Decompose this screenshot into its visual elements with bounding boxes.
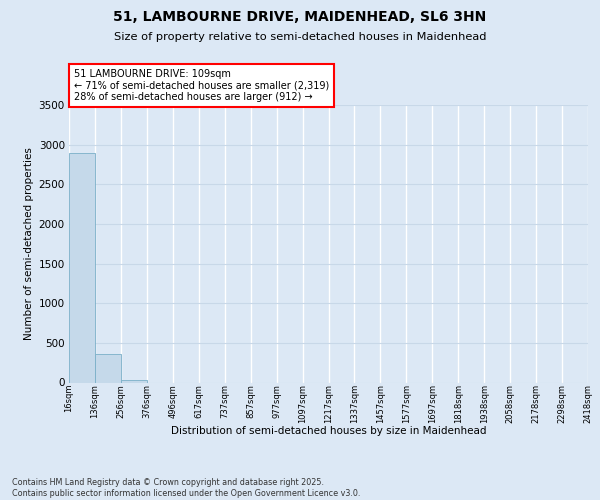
Bar: [95, 354, 121, 382]
Text: 51 LAMBOURNE DRIVE: 109sqm
← 71% of semi-detached houses are smaller (2,319)
28%: 51 LAMBOURNE DRIVE: 109sqm ← 71% of semi…: [74, 69, 329, 102]
Bar: [69, 152, 95, 382]
Text: 51, LAMBOURNE DRIVE, MAIDENHEAD, SL6 3HN: 51, LAMBOURNE DRIVE, MAIDENHEAD, SL6 3HN: [113, 10, 487, 24]
X-axis label: Distribution of semi-detached houses by size in Maidenhead: Distribution of semi-detached houses by …: [171, 426, 486, 436]
Text: Contains HM Land Registry data © Crown copyright and database right 2025.
Contai: Contains HM Land Registry data © Crown c…: [12, 478, 361, 498]
Y-axis label: Number of semi-detached properties: Number of semi-detached properties: [25, 148, 34, 340]
Bar: [121, 380, 147, 382]
Text: Size of property relative to semi-detached houses in Maidenhead: Size of property relative to semi-detach…: [114, 32, 486, 42]
